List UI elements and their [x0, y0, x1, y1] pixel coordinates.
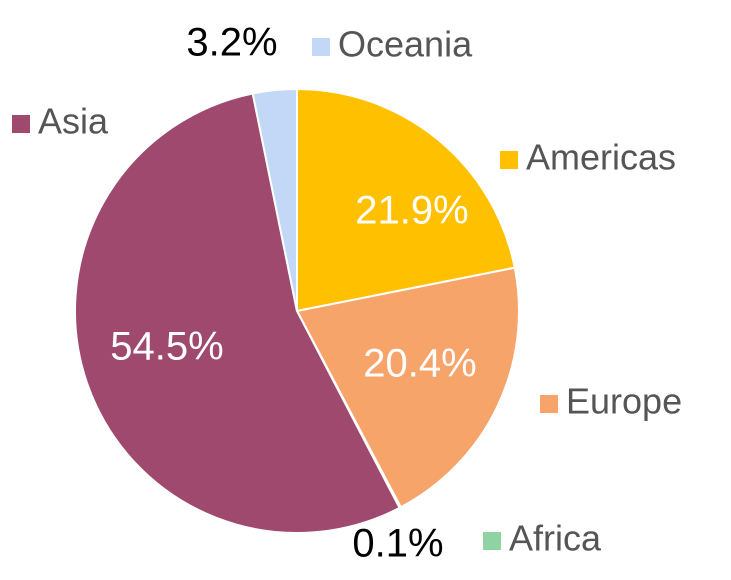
value-label: 3.2%: [186, 21, 277, 65]
legend-text: Africa: [509, 518, 602, 559]
legend-text: Americas: [526, 137, 676, 178]
value-label: 0.1%: [352, 522, 443, 566]
pie-slice: [296, 87, 516, 313]
legend-text: Asia: [38, 101, 109, 142]
legend-swatch: [540, 395, 558, 413]
legend-swatch: [483, 532, 501, 550]
pie-slice: [74, 92, 401, 534]
legend-text: Oceania: [338, 24, 473, 65]
pie-slice: [295, 266, 520, 509]
legend-swatch: [500, 151, 518, 169]
value-label: 21.9%: [355, 189, 468, 233]
legend-swatch: [12, 115, 30, 133]
pie-slice: [251, 87, 298, 312]
legend-swatch: [312, 38, 330, 56]
value-label: 54.5%: [110, 325, 223, 369]
value-label: 20.4%: [363, 342, 476, 386]
legend-text: Europe: [566, 381, 682, 422]
